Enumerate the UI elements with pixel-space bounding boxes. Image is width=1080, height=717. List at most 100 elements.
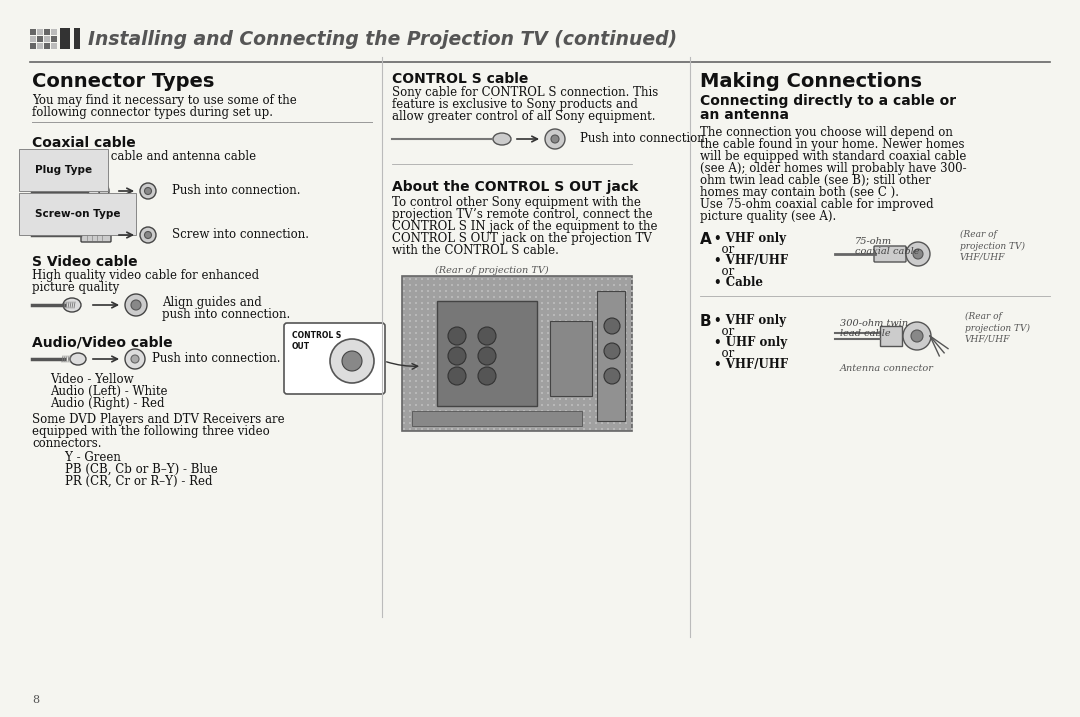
Bar xyxy=(517,314,519,316)
Bar xyxy=(523,350,525,352)
Bar xyxy=(457,320,459,322)
Bar xyxy=(607,362,609,364)
Bar xyxy=(403,422,405,424)
Bar xyxy=(409,398,411,400)
Bar xyxy=(631,416,633,418)
Circle shape xyxy=(912,330,923,342)
Bar xyxy=(613,386,615,388)
Bar xyxy=(415,398,417,400)
Bar xyxy=(492,290,495,292)
Bar xyxy=(457,332,459,334)
Bar xyxy=(546,386,549,388)
Bar xyxy=(505,296,507,298)
Bar xyxy=(517,326,519,328)
Bar xyxy=(589,422,591,424)
Bar xyxy=(492,374,495,376)
Bar xyxy=(600,308,603,310)
Bar xyxy=(517,404,519,406)
Ellipse shape xyxy=(545,129,565,149)
Bar xyxy=(445,404,447,406)
Bar xyxy=(619,308,621,310)
Bar xyxy=(571,356,573,358)
Bar xyxy=(492,326,495,328)
Bar xyxy=(571,368,573,370)
Text: the cable found in your home. Newer homes: the cable found in your home. Newer home… xyxy=(700,138,964,151)
Bar xyxy=(499,344,501,346)
Bar xyxy=(613,422,615,424)
Bar xyxy=(529,314,531,316)
Bar xyxy=(613,416,615,418)
Bar xyxy=(583,350,585,352)
Bar xyxy=(595,290,597,292)
Bar xyxy=(415,386,417,388)
Bar xyxy=(625,428,627,430)
Bar xyxy=(505,344,507,346)
Bar xyxy=(625,314,627,316)
Bar xyxy=(492,404,495,406)
Bar xyxy=(438,344,441,346)
Bar xyxy=(529,422,531,424)
Bar xyxy=(523,428,525,430)
Bar xyxy=(583,320,585,322)
Bar xyxy=(565,368,567,370)
Bar xyxy=(553,392,555,394)
Bar xyxy=(583,404,585,406)
Bar xyxy=(475,428,477,430)
Bar xyxy=(565,332,567,334)
Bar xyxy=(487,404,489,406)
Bar xyxy=(451,350,453,352)
Bar xyxy=(517,374,519,376)
Bar xyxy=(613,404,615,406)
Bar xyxy=(433,416,435,418)
Bar xyxy=(589,344,591,346)
Bar xyxy=(607,338,609,340)
Bar xyxy=(505,326,507,328)
Bar xyxy=(571,404,573,406)
Bar xyxy=(625,350,627,352)
Bar xyxy=(403,404,405,406)
Bar xyxy=(631,422,633,424)
Bar xyxy=(589,428,591,430)
Bar xyxy=(445,350,447,352)
Text: Video - Yellow: Video - Yellow xyxy=(50,373,134,386)
Text: Sony cable for CONTROL S connection. This: Sony cable for CONTROL S connection. Thi… xyxy=(392,86,658,99)
Bar xyxy=(625,368,627,370)
Bar xyxy=(481,308,483,310)
Bar xyxy=(421,308,423,310)
Bar xyxy=(427,296,429,298)
Bar xyxy=(511,278,513,280)
Bar xyxy=(595,278,597,280)
Bar xyxy=(499,368,501,370)
Ellipse shape xyxy=(70,353,86,365)
Bar xyxy=(433,296,435,298)
Bar xyxy=(529,338,531,340)
Bar xyxy=(469,332,471,334)
Bar xyxy=(499,428,501,430)
Bar xyxy=(421,290,423,292)
Bar xyxy=(505,314,507,316)
Bar xyxy=(475,422,477,424)
Bar xyxy=(421,428,423,430)
Bar xyxy=(511,386,513,388)
Bar xyxy=(589,326,591,328)
Bar xyxy=(600,392,603,394)
Bar xyxy=(523,278,525,280)
Bar xyxy=(427,284,429,286)
Bar xyxy=(505,356,507,358)
Text: CONTROL S OUT jack on the projection TV: CONTROL S OUT jack on the projection TV xyxy=(392,232,652,245)
Bar xyxy=(487,296,489,298)
Bar xyxy=(451,404,453,406)
Bar xyxy=(523,422,525,424)
Bar xyxy=(487,428,489,430)
Bar xyxy=(559,344,561,346)
Bar xyxy=(553,314,555,316)
Bar xyxy=(505,428,507,430)
Bar xyxy=(631,428,633,430)
Bar xyxy=(583,332,585,334)
Bar xyxy=(409,278,411,280)
Bar xyxy=(553,308,555,310)
Bar xyxy=(613,410,615,412)
Text: • Cable: • Cable xyxy=(714,276,762,289)
Bar xyxy=(583,296,585,298)
Bar xyxy=(523,356,525,358)
